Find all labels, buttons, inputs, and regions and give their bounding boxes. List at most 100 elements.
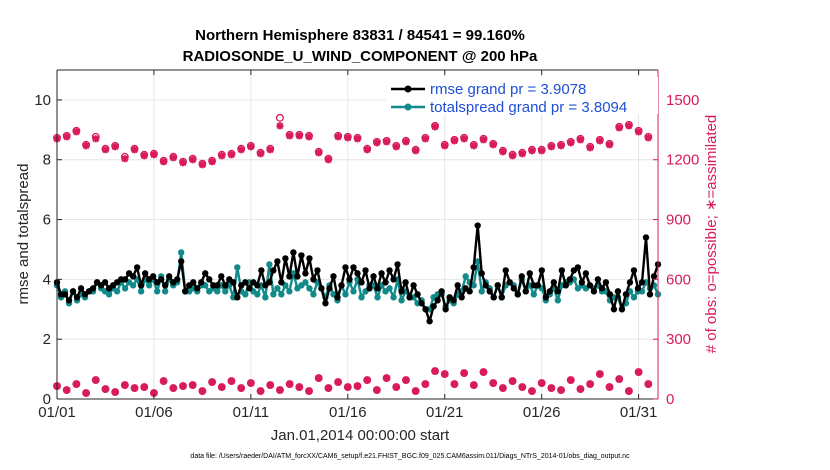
totalspread-point	[145, 282, 153, 289]
obs-assimilated-marker	[160, 158, 168, 166]
obs-low-assimilated-marker	[140, 383, 148, 391]
x-tick-label: 01/06	[135, 404, 173, 421]
obs-assimilated-marker	[625, 122, 633, 130]
obs-low-assimilated-marker	[63, 386, 71, 394]
plot-area	[57, 70, 658, 399]
obs-assimilated-marker	[324, 156, 333, 164]
x-axis-label: Jan.01,2014 00:00:00 start	[271, 427, 450, 444]
rmse-point	[65, 297, 73, 304]
y-tick-label: 0	[43, 391, 51, 408]
obs-low-assimilated-marker	[508, 377, 517, 385]
obs-assimilated-marker	[198, 161, 207, 169]
obs-assimilated-marker	[63, 133, 71, 141]
obs-assimilated-marker	[295, 132, 303, 140]
rmse-point	[218, 273, 225, 280]
y-right-tick-label: 1500	[666, 92, 699, 109]
y-right-tick-label: 600	[666, 271, 691, 288]
totalspread-point	[374, 294, 381, 301]
data-file-footer: data file: /Users/raeder/DAI/ATM_forcXX/…	[190, 453, 630, 460]
obs-assimilated-marker	[615, 124, 623, 132]
obs-low-assimilated-marker	[596, 370, 604, 378]
legend-box	[386, 77, 658, 114]
x-tick-label: 01/16	[329, 404, 367, 421]
obs-assimilated-marker	[256, 150, 265, 158]
totalspread-point	[286, 288, 293, 295]
rmse-point	[254, 282, 261, 289]
rmse-point	[650, 273, 658, 280]
rmse-point	[482, 282, 489, 289]
totalspread-point	[358, 294, 365, 301]
rmse-point	[622, 291, 630, 298]
rmse-point	[174, 276, 181, 283]
obs-assimilated-marker	[538, 147, 546, 155]
totalspread-point	[113, 288, 121, 295]
obs-low-assimilated-marker	[499, 384, 507, 392]
rmse-point	[366, 285, 373, 292]
totalspread-point	[462, 273, 469, 280]
obs-assimilated-marker	[92, 135, 100, 143]
rmse-point	[242, 279, 249, 286]
rmse-point	[358, 279, 365, 286]
x-tick-label: 01/21	[426, 404, 464, 421]
obs-assimilated-marker	[189, 156, 197, 164]
obs-low-assimilated-marker	[431, 367, 439, 375]
rmse-point	[614, 288, 622, 295]
rmse-point	[506, 279, 513, 286]
obs-assimilated-marker	[72, 128, 80, 136]
obs-low-assimilated-marker	[227, 377, 236, 385]
obs-low-assimilated-marker	[305, 387, 313, 395]
rmse-point	[382, 279, 389, 286]
totalspread-point	[530, 291, 537, 298]
y-right-tick-label: 300	[666, 331, 691, 348]
rmse-point	[646, 291, 654, 298]
rmse-point	[442, 306, 449, 313]
obs-low-assimilated-marker	[460, 369, 468, 377]
obs-low-assimilated-marker	[382, 374, 391, 382]
rmse-point	[618, 306, 626, 313]
rmse-point	[69, 288, 77, 295]
obs-low-assimilated-marker	[547, 384, 555, 392]
obs-low-assimilated-marker	[82, 389, 90, 397]
rmse-point	[290, 249, 297, 256]
rmse-point	[486, 288, 493, 295]
obs-low-assimilated-marker	[538, 379, 546, 387]
obs-low-assimilated-marker	[101, 385, 110, 393]
rmse-point	[638, 279, 646, 286]
rmse-point	[458, 294, 465, 301]
obs-low-assimilated-marker	[441, 370, 449, 378]
obs-assimilated-marker	[644, 134, 652, 142]
rmse-point	[354, 270, 361, 277]
rmse-point	[578, 279, 586, 286]
legend-spread-label: totalspread grand pr = 3.8094	[430, 99, 627, 116]
rmse-point	[606, 291, 614, 298]
totalspread-point	[270, 291, 277, 298]
rmse-point	[182, 288, 189, 295]
rmse-point	[282, 255, 289, 262]
y-right-tick-label: 0	[666, 391, 674, 408]
rmse-point	[350, 264, 357, 271]
totalspread-point	[234, 264, 241, 271]
totalspread-point	[278, 291, 285, 298]
y-tick-label: 4	[43, 271, 51, 288]
legend-rmse-marker	[404, 85, 412, 93]
rmse-point	[558, 267, 566, 274]
rmse-point	[198, 279, 205, 286]
obs-assimilated-marker	[276, 122, 284, 130]
totalspread-point	[262, 294, 269, 301]
rmse-point	[137, 282, 145, 289]
obs-assimilated-marker	[557, 142, 565, 150]
rmse-point	[346, 276, 353, 283]
rmse-point	[422, 306, 429, 313]
obs-low-assimilated-marker	[324, 384, 333, 392]
obs-low-assimilated-marker	[489, 379, 497, 387]
rmse-point	[550, 279, 558, 286]
rmse-point	[157, 276, 165, 283]
obs-assimilated-marker	[218, 152, 226, 160]
rmse-point	[510, 285, 517, 292]
rmse-point	[318, 285, 325, 292]
rmse-point	[590, 288, 598, 295]
obs-low-assimilated-marker	[450, 380, 459, 388]
y-tick-label: 10	[34, 92, 51, 109]
obs-assimilated-marker	[266, 146, 274, 154]
rmse-point	[438, 288, 445, 295]
